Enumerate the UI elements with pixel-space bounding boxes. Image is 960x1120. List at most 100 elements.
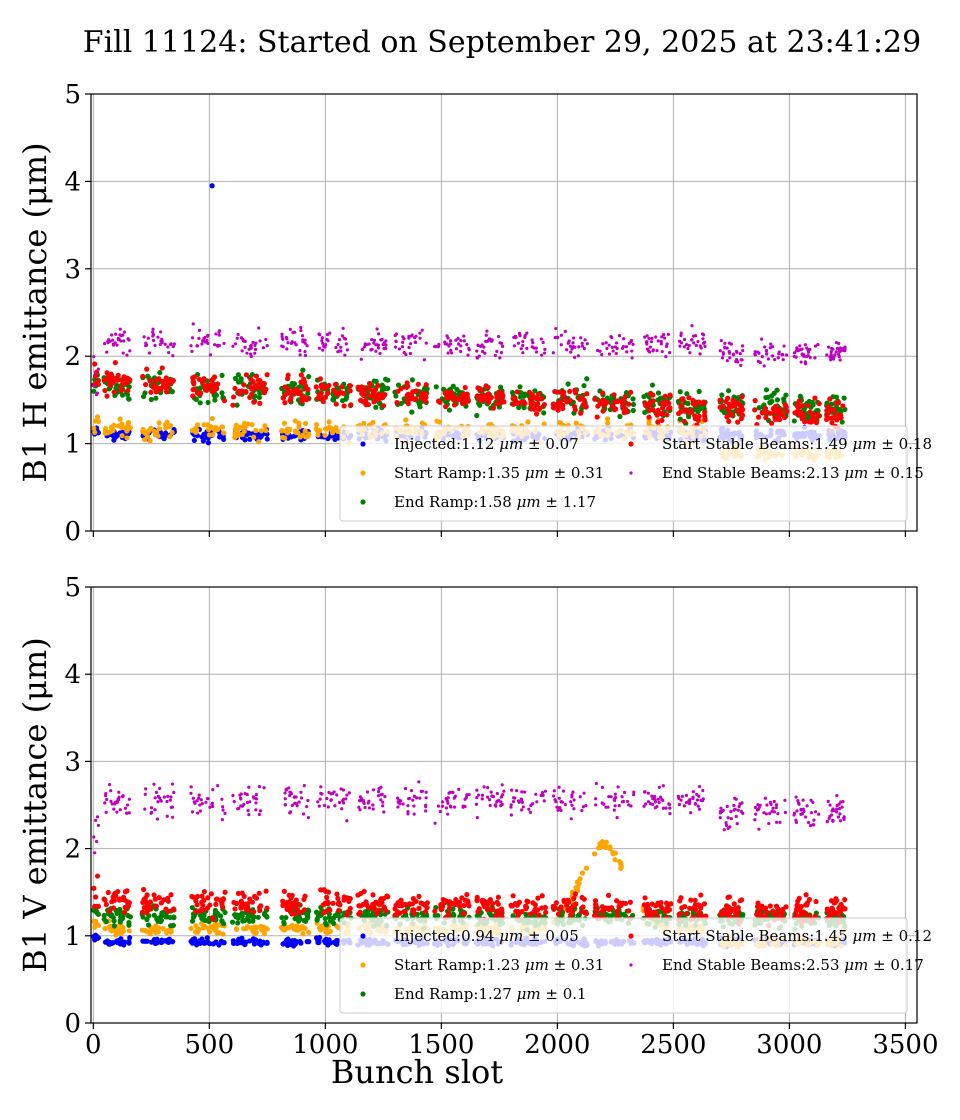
point-end-stable-beams [408,342,413,346]
point-start-stable-beams [508,903,515,909]
point-end-ramp [238,376,244,382]
point-end-stable-beams [288,811,292,815]
point-start-ramp [604,416,611,422]
point-end-stable-beams [170,805,175,809]
point-start-stable-beams [476,906,482,912]
point-start-stable-beams [370,901,376,907]
point-start-stable-beams [652,903,659,909]
point-injected [306,939,312,945]
point-start-stable-beams [643,402,649,408]
point-end-stable-beams [776,356,780,360]
point-end-stable-beams [156,800,160,804]
point-end-ramp [630,407,636,414]
point-start-stable-beams [231,394,237,400]
point-end-ramp [695,409,701,415]
point-end-stable-beams [109,789,113,793]
point-end-stable-beams [286,341,290,345]
point-start-stable-beams [91,885,97,891]
point-start-stable-beams [664,412,670,418]
point-start-ramp [296,424,302,430]
point-start-ramp [557,419,563,426]
point-end-stable-beams [374,349,378,353]
point-start-stable-beams [147,899,154,905]
point-start-stable-beams [739,394,745,400]
point-end-stable-beams [319,785,323,789]
point-end-stable-beams [407,345,411,350]
point-injected [220,940,226,946]
point-end-ramp [289,380,295,387]
point-start-stable-beams [767,903,773,909]
point-start-ramp [370,419,376,426]
point-start-ramp [194,427,200,433]
point-end-stable-beams [333,804,337,808]
point-end-ramp [719,392,725,398]
legend-marker [628,441,634,447]
point-start-stable-beams [510,401,516,407]
legend-entry-end-ramp: End Ramp:1.58 μm ± 1.17 [360,493,596,511]
point-start-stable-beams [834,400,840,406]
point-end-stable-beams [630,349,634,353]
point-end-stable-beams [838,358,842,362]
point-start-ramp [206,432,212,438]
point-start-stable-beams [148,389,154,395]
point-end-stable-beams [803,360,807,364]
point-end-stable-beams [825,353,829,357]
point-start-stable-beams [592,898,599,904]
point-start-ramp [403,417,409,423]
point-start-stable-beams [609,403,615,409]
point-start-ramp [243,926,249,932]
point-end-stable-beams [317,332,321,336]
point-end-stable-beams [631,342,635,346]
point-end-stable-beams [200,339,205,343]
point-injected [298,940,304,946]
point-start-stable-beams [144,903,150,909]
point-end-stable-beams [371,807,375,811]
point-end-stable-beams [257,326,261,330]
point-end-stable-beams [104,810,108,814]
point-end-ramp [497,384,504,390]
point-start-stable-beams [381,905,388,911]
point-start-stable-beams [293,897,299,903]
point-end-stable-beams [630,356,634,360]
point-end-ramp [212,397,218,403]
point-end-stable-beams [254,793,258,797]
point-start-ramp [211,927,217,933]
point-start-stable-beams [664,906,670,912]
point-start-stable-beams [808,419,814,425]
point-end-stable-beams [105,350,109,354]
point-end-stable-beams [163,342,167,346]
point-end-stable-beams [580,344,585,348]
point-end-ramp [343,396,349,402]
point-end-ramp [234,402,240,408]
point-end-stable-beams [559,333,563,337]
point-start-stable-beams [461,911,467,917]
point-end-stable-beams [543,347,547,351]
point-start-ramp [216,929,222,936]
point-start-stable-beams [156,895,162,901]
point-end-stable-beams [837,349,841,353]
point-start-stable-beams [754,903,761,910]
y-tick-label: 3 [64,255,81,285]
point-start-stable-beams [838,901,844,908]
point-end-stable-beams [325,337,329,342]
point-end-stable-beams [396,796,400,800]
point-end-stable-beams [379,798,383,802]
point-end-stable-beams [484,339,488,343]
point-end-stable-beams [703,344,707,348]
point-start-stable-beams [101,377,107,383]
point-end-stable-beams [109,799,113,803]
point-end-stable-beams [316,800,320,804]
point-end-stable-beams [770,354,775,358]
point-start-ramp [313,421,320,428]
point-end-stable-beams [302,812,306,816]
point-end-stable-beams [223,811,227,815]
point-end-ramp [393,393,399,399]
point-end-ramp [617,413,623,420]
point-start-ramp [195,422,201,428]
point-start-stable-beams [207,902,213,908]
point-start-stable-beams [755,912,762,918]
point-start-stable-beams [494,899,500,906]
point-end-ramp [641,393,647,400]
point-start-stable-beams [726,401,732,407]
point-start-stable-beams [541,402,547,408]
